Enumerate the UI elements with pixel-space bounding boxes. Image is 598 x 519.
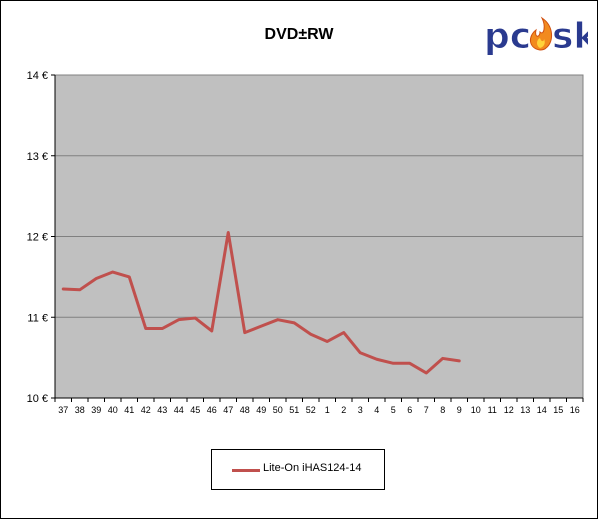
x-tick-label: 5 [391, 405, 396, 415]
x-tick-label: 50 [273, 405, 283, 415]
x-tick-label: 4 [374, 405, 379, 415]
legend: Lite-On iHAS124-14 [211, 449, 385, 490]
x-tick-label: 38 [75, 405, 85, 415]
x-tick-label: 51 [289, 405, 299, 415]
x-tick-label: 10 [471, 405, 481, 415]
legend-label: Lite-On iHAS124-14 [263, 462, 362, 474]
x-tick-label: 47 [223, 405, 233, 415]
x-tick-label: 52 [306, 405, 316, 415]
x-tick-label: 9 [457, 405, 462, 415]
series-line [61, 230, 461, 375]
y-tick-label: 10 € [27, 393, 48, 405]
y-tick-label: 12 € [27, 232, 48, 244]
chart-title: DVD±RW [264, 26, 334, 43]
svg-text:pc: pc [484, 16, 531, 56]
y-tick-label: 14 € [27, 70, 48, 82]
series-layer [61, 230, 461, 375]
y-tick-label: 13 € [27, 151, 48, 163]
x-tick-label: 39 [91, 405, 101, 415]
x-tick-label: 41 [124, 405, 134, 415]
x-tick-label: 13 [520, 405, 530, 415]
x-tick-label: 45 [190, 405, 200, 415]
x-tick-label: 3 [358, 405, 363, 415]
x-tick-label: 6 [407, 405, 412, 415]
x-tick-label: 15 [553, 405, 563, 415]
x-tick-label: 43 [157, 405, 167, 415]
x-tick-label: 14 [537, 405, 547, 415]
x-tick-label: 8 [440, 405, 445, 415]
x-tick-label: 49 [256, 405, 266, 415]
x-tick-label: 40 [108, 405, 118, 415]
y-tick-label: 11 € [27, 312, 48, 324]
x-tick-label: 16 [570, 405, 580, 415]
x-tick-label: 48 [240, 405, 250, 415]
x-tick-label: 12 [504, 405, 514, 415]
x-tick-label: 44 [174, 405, 184, 415]
x-tick-label: 7 [424, 405, 429, 415]
axes: 10 €11 €12 €13 €14 €37 38 39 40 41 42 43 44 45 46… [27, 70, 584, 415]
x-tick-label: 37 [58, 405, 68, 415]
x-tick-label: 1 [325, 405, 330, 415]
x-tick-label: 2 [341, 405, 346, 415]
x-tick-label: 42 [141, 405, 151, 415]
legend-swatch [232, 469, 260, 472]
x-tick-label: 46 [207, 405, 217, 415]
x-tick-label: 11 [488, 405, 497, 415]
